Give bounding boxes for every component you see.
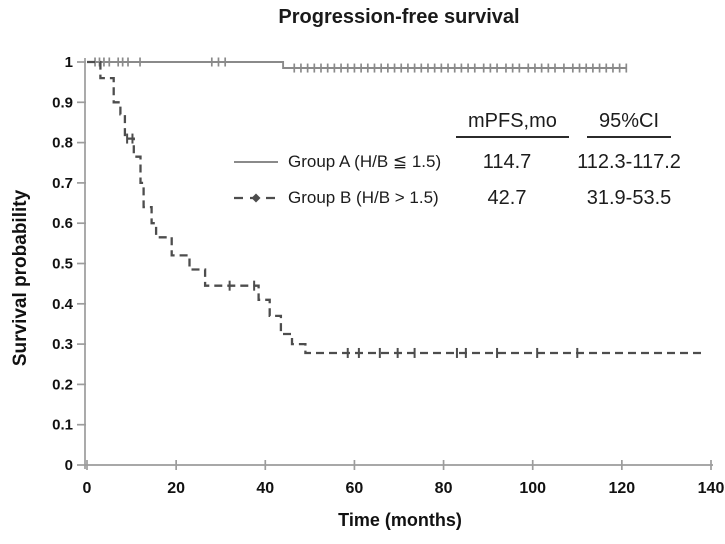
y-tick-label: 1: [65, 54, 73, 71]
y-tick-label: 0.3: [52, 336, 73, 353]
group-b-curve: [87, 60, 705, 358]
group-a-label: Group A (H/B ≦ 1.5): [288, 152, 442, 171]
x-tick-label: 0: [83, 480, 92, 497]
y-tick-label: 0.6: [52, 215, 73, 232]
x-tick-label: 40: [256, 480, 274, 497]
y-tick-label: 0: [65, 457, 73, 474]
group-a-ci-value: 112.3-117.2: [577, 150, 681, 173]
y-tick-label: 0.1: [52, 417, 73, 434]
x-tick-label: 80: [435, 480, 453, 497]
x-tick-label: 100: [519, 480, 546, 497]
group-a-mpfs-value: 114.7: [482, 150, 532, 173]
group-b-mpfs-value: 42.7: [487, 186, 527, 209]
chart-title: Progression-free survival: [278, 6, 520, 28]
group-b-ci-value: 31.9-53.5: [586, 186, 672, 209]
y-axis-ticks: 0 0.1 0.2 0.3 0.4 0.5 0.6 0.7 0.8 0.9 1: [52, 54, 86, 474]
legend-header-row: mPFS,mo 95%CI: [232, 110, 704, 138]
legend-row-group-a: Group A (H/B ≦ 1.5) 114.7 112.3-117.2: [232, 144, 704, 180]
legend-header-ci: 95%CI: [586, 110, 672, 138]
legend-header-mpfs: mPFS,mo: [456, 110, 569, 138]
x-tick-label: 140: [698, 480, 725, 497]
legend: mPFS,mo 95%CI Group A (H/B ≦ 1.5) 114.7 …: [232, 110, 704, 216]
y-tick-label: 0.4: [52, 296, 74, 313]
x-tick-label: 120: [609, 480, 636, 497]
group-b-dash-diamond-line-icon: [234, 193, 278, 203]
x-axis-ticks: 0 20 40 60 80 100 120 140: [83, 460, 725, 497]
group-b-label: Group B (H/B > 1.5): [288, 188, 439, 207]
group-b-curve-censor-marks: [126, 133, 579, 358]
y-tick-label: 0.2: [52, 376, 73, 393]
y-tick-label: 0.7: [52, 175, 73, 192]
y-tick-label: 0.8: [52, 135, 73, 152]
y-tick-label: 0.5: [52, 256, 73, 273]
y-tick-label: 0.9: [52, 94, 73, 111]
group-a-solid-line-icon: [234, 161, 278, 163]
group-a-curve-censor-marks: [94, 57, 628, 73]
x-tick-label: 20: [167, 480, 185, 497]
legend-row-group-b: Group B (H/B > 1.5) 42.7 31.9-53.5: [232, 180, 704, 216]
x-tick-label: 60: [346, 480, 364, 497]
group-a-curve: [87, 57, 628, 73]
x-axis-label: Time (months): [338, 510, 462, 530]
